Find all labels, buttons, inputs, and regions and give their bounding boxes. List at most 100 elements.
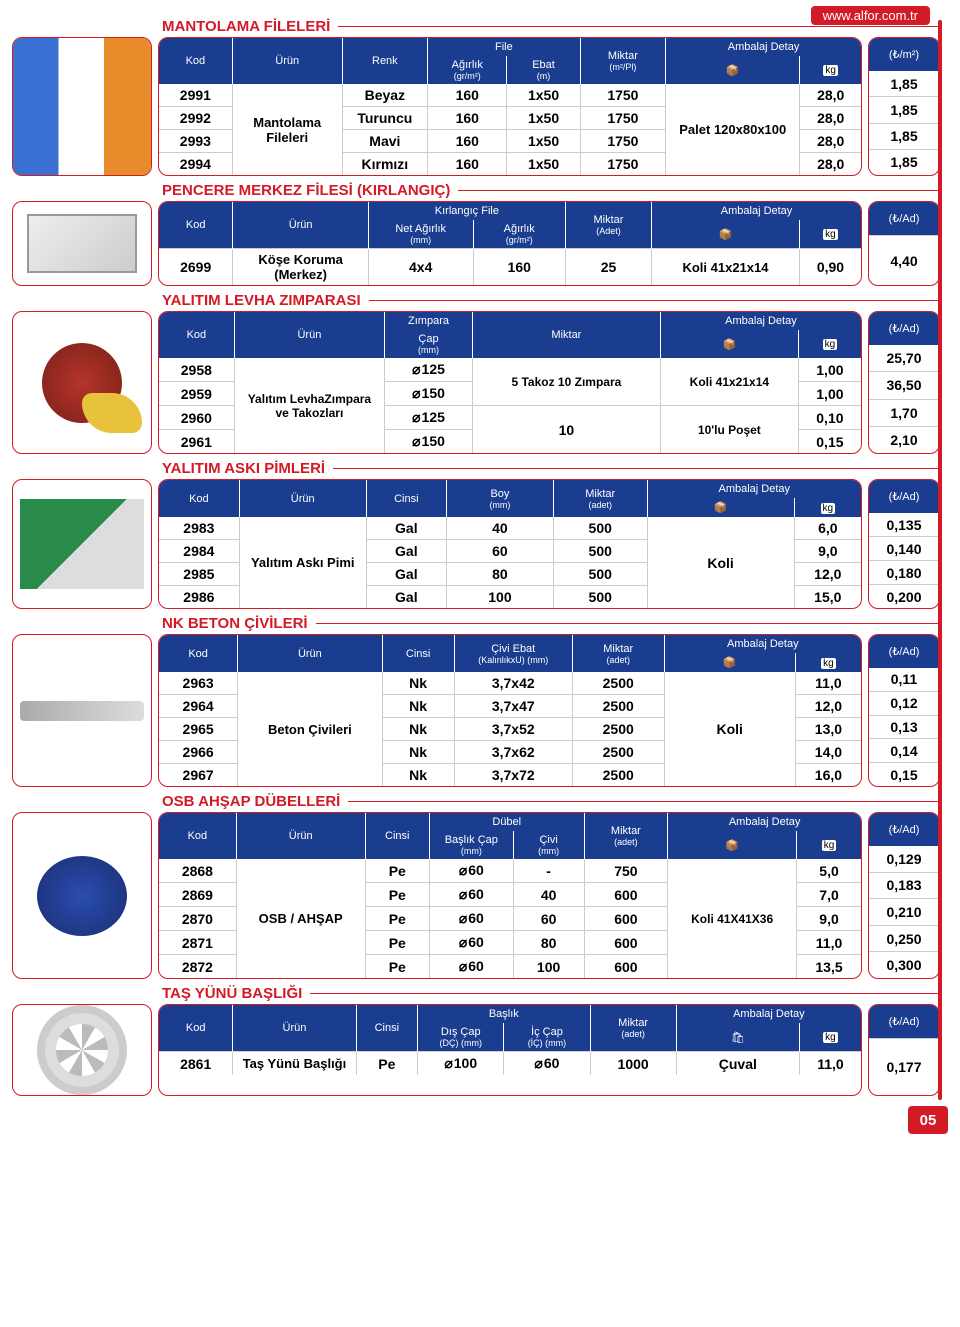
- cell: 1x50: [507, 84, 580, 107]
- cell: 2963: [159, 672, 238, 695]
- price: 0,180: [869, 560, 939, 584]
- cell: Pe: [365, 859, 429, 883]
- h-kod: Kod: [159, 202, 233, 249]
- price: 0,13: [869, 715, 939, 739]
- price: 1,85: [869, 149, 939, 175]
- cell: 3,7x47: [454, 695, 572, 718]
- price: 25,70: [869, 345, 939, 371]
- h-urun: Ürün: [234, 312, 384, 358]
- cell: 2991: [159, 84, 232, 107]
- h-kg-icon: [799, 220, 861, 249]
- cell: 2868: [159, 859, 236, 883]
- cell: Pe: [365, 883, 429, 907]
- cell: 60: [429, 907, 513, 931]
- cell: 28,0: [800, 153, 861, 176]
- h-urun: Ürün: [233, 202, 368, 249]
- cell: Beton Çivileri: [238, 672, 382, 786]
- cell: -: [513, 859, 584, 883]
- cell: 60: [513, 907, 584, 931]
- cell: Pe: [356, 1052, 418, 1076]
- cell: 3,7x72: [454, 764, 572, 787]
- cell: 60: [504, 1052, 590, 1076]
- cell: 28,0: [800, 130, 861, 153]
- h-ambalaj: Ambalaj Detay: [666, 38, 861, 56]
- cell: 125: [385, 406, 473, 430]
- page-number: 05: [908, 1106, 948, 1134]
- cell: 7,0: [797, 883, 861, 907]
- h-kg-icon: [800, 56, 861, 84]
- price: 0,250: [869, 925, 939, 952]
- cell: 2869: [159, 883, 236, 907]
- cell: 14,0: [795, 741, 861, 764]
- cell: 60: [429, 883, 513, 907]
- h-cinsi: Cinsi: [366, 480, 446, 517]
- h-box-icon: 📦: [668, 831, 797, 859]
- cell: 500: [553, 586, 647, 609]
- h-price: (₺/Ad): [869, 813, 939, 846]
- h-kg-icon: [797, 831, 861, 859]
- h-price: (₺/Ad): [869, 202, 939, 235]
- cell: 2871: [159, 931, 236, 955]
- title: TAŞ YÜNÜ BAŞLIĞI: [162, 985, 302, 1002]
- cell: Pe: [365, 931, 429, 955]
- cell: 2870: [159, 907, 236, 931]
- price: 0,12: [869, 691, 939, 715]
- price: 0,177: [869, 1038, 939, 1095]
- price: 0,210: [869, 898, 939, 925]
- cell: 125: [385, 358, 473, 382]
- price: 0,15: [869, 762, 939, 786]
- cell: 3,7x52: [454, 718, 572, 741]
- price: 1,85: [869, 96, 939, 122]
- h-ag: Ağırlık(gr/m²): [473, 220, 565, 249]
- section-pencere: PENCERE MERKEZ FİLESİ (KIRLANGIÇ) Kod Ür…: [12, 182, 940, 286]
- h-pallet-icon: 📦: [666, 56, 800, 84]
- product-image: [12, 634, 152, 787]
- cell: 0,15: [798, 430, 861, 454]
- cell: Çuval: [676, 1052, 799, 1076]
- h-ic: İç Çap(İÇ) (mm): [504, 1023, 590, 1052]
- cell: 500: [553, 563, 647, 586]
- section-beton: NK BETON ÇİVİLERİ Kod Ürün Cinsi Çivi Eb…: [12, 615, 940, 787]
- cell: 1000: [590, 1052, 676, 1076]
- cell: Gal: [366, 517, 446, 540]
- product-image: [12, 311, 152, 454]
- cell: 16,0: [795, 764, 861, 787]
- h-price: (₺/Ad): [869, 312, 939, 345]
- cell: 2985: [159, 563, 239, 586]
- cell: 160: [428, 84, 507, 107]
- cell: 3,7x42: [454, 672, 572, 695]
- cell: Köşe Koruma (Merkez): [233, 249, 368, 286]
- h-renk: Renk: [342, 38, 427, 84]
- cell: 100: [446, 586, 553, 609]
- cell: 600: [584, 883, 668, 907]
- h-cinsi: Cinsi: [356, 1005, 418, 1052]
- title: OSB AHŞAP DÜBELLERİ: [162, 793, 340, 810]
- cell: Pe: [365, 907, 429, 931]
- cell: 1,00: [798, 382, 861, 406]
- h-miktar: Miktar(adet): [572, 635, 664, 672]
- h-kg-icon: [795, 653, 861, 672]
- h-ebat: Çivi Ebat(KalınlıkxU) (mm): [454, 635, 572, 672]
- cell: 100: [513, 955, 584, 979]
- cell: 28,0: [800, 84, 861, 107]
- product-image: [12, 1004, 152, 1096]
- price: 0,14: [869, 738, 939, 762]
- h-kod: Kod: [159, 312, 234, 358]
- title: NK BETON ÇİVİLERİ: [162, 615, 308, 632]
- h-cap: Çap(mm): [385, 330, 473, 358]
- h-kod: Kod: [159, 813, 236, 859]
- cell: 25: [565, 249, 651, 286]
- cell: 2964: [159, 695, 238, 718]
- cell: 80: [446, 563, 553, 586]
- h-ambalaj: Ambalaj Detay: [660, 312, 861, 330]
- cell: 2960: [159, 406, 234, 430]
- cell: 6,0: [794, 517, 861, 540]
- cell: 1750: [580, 107, 665, 130]
- cell: 4x4: [368, 249, 473, 286]
- cell: 160: [473, 249, 565, 286]
- cell: 160: [428, 107, 507, 130]
- cell: 2994: [159, 153, 232, 176]
- cell: 1x50: [507, 153, 580, 176]
- h-box-icon: 📦: [660, 330, 798, 358]
- cell: 2966: [159, 741, 238, 764]
